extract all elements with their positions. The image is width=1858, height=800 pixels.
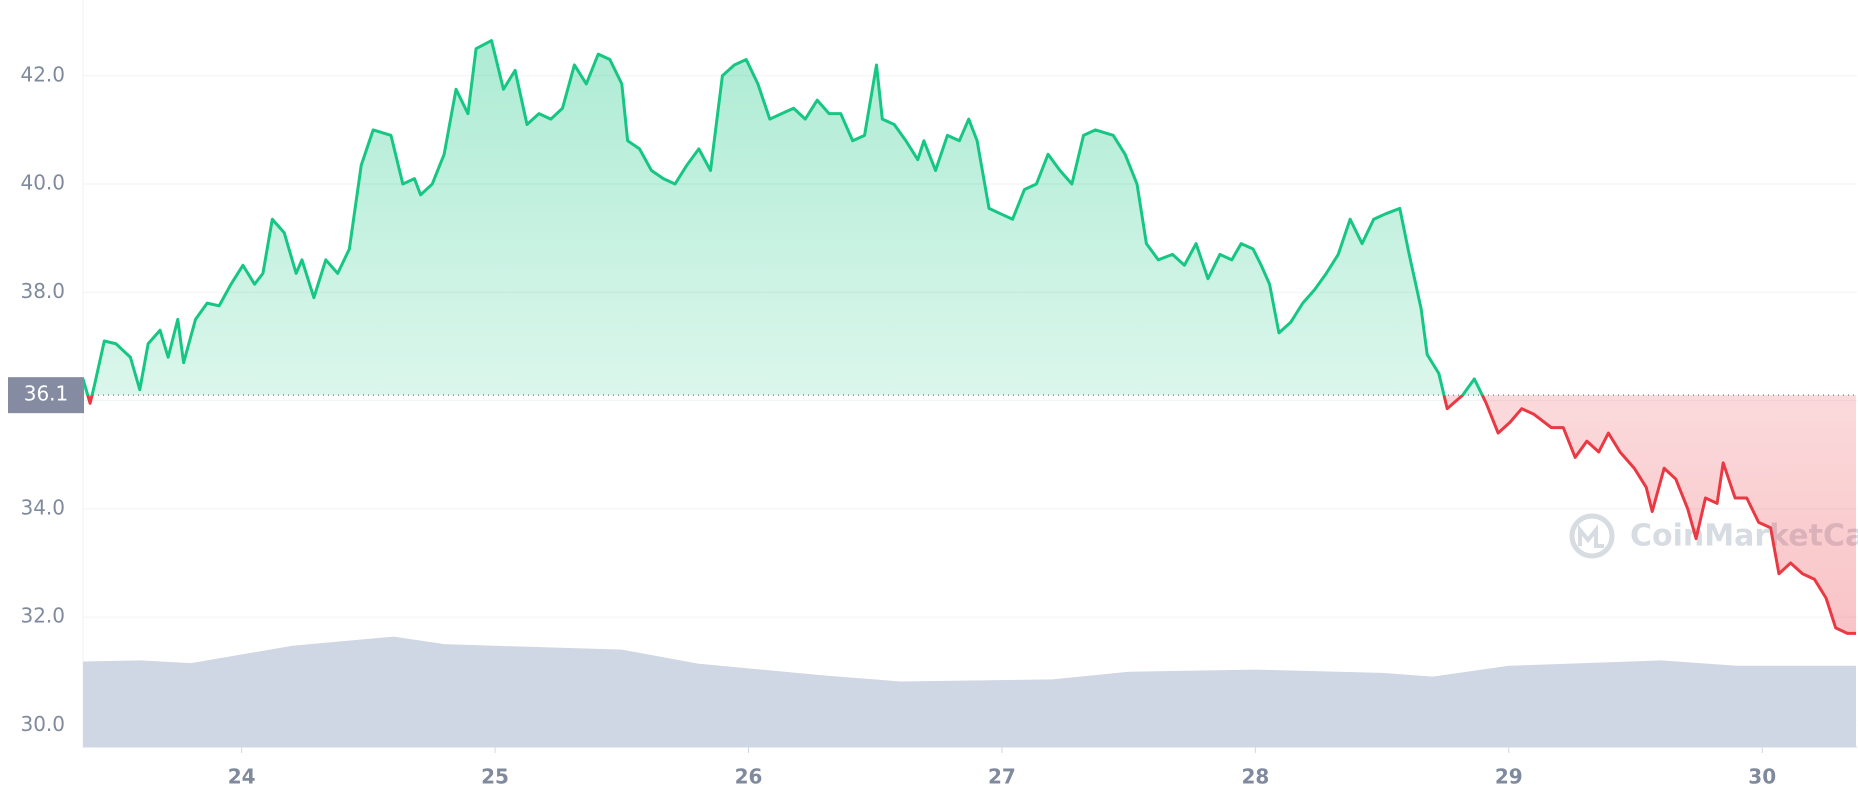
y-tick-label: 38.0 xyxy=(20,279,65,303)
x-tick-label: 28 xyxy=(1241,765,1269,789)
price-line-up xyxy=(81,39,1484,396)
axes: 30.032.034.036.038.040.042.0242526272829… xyxy=(8,62,1857,789)
area-up xyxy=(83,40,1856,396)
x-tick-label: 24 xyxy=(228,765,256,789)
watermark-logo-mark xyxy=(1578,524,1604,548)
volume-area xyxy=(83,636,1856,747)
watermark-logo xyxy=(1569,513,1615,559)
y-tick-label: 40.0 xyxy=(20,171,65,195)
area-down xyxy=(87,395,1856,634)
plot xyxy=(81,39,1857,635)
y-tick-label: 34.0 xyxy=(20,495,65,519)
baseline-label-box xyxy=(8,377,84,414)
x-tick-label: 26 xyxy=(735,765,763,789)
price-line-down xyxy=(86,395,1856,635)
x-tick-label: 30 xyxy=(1748,765,1776,789)
y-tick-label: 30.0 xyxy=(20,712,65,736)
y-tick-label: 42.0 xyxy=(20,62,65,86)
baseline-label: 36.1 xyxy=(24,382,69,406)
y-tick-label: 32.0 xyxy=(20,604,65,628)
x-tick-label: 27 xyxy=(988,765,1016,789)
x-tick-label: 25 xyxy=(481,765,509,789)
x-tick-label: 29 xyxy=(1495,765,1523,789)
volume-layer xyxy=(83,636,1856,747)
